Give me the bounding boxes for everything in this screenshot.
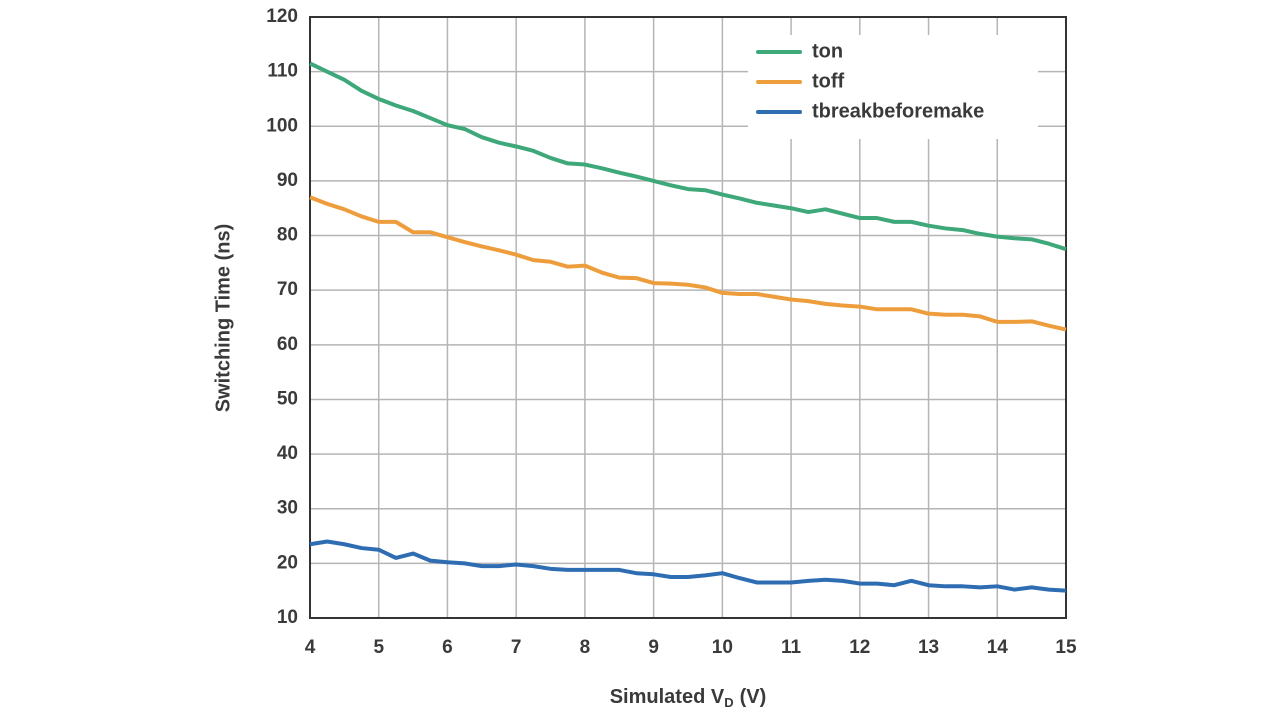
y-tick-label: 40 bbox=[277, 443, 298, 464]
y-axis-label: Switching Time (ns) bbox=[212, 224, 234, 413]
x-tick-label: 11 bbox=[781, 637, 802, 658]
x-tick-label: 9 bbox=[648, 637, 659, 658]
x-tick-label: 15 bbox=[1055, 637, 1077, 658]
x-axis-label: Simulated VD (V) bbox=[610, 686, 767, 710]
legend-label: toff bbox=[812, 70, 845, 92]
x-tick-label: 7 bbox=[511, 637, 522, 658]
x-label-text: Simulated V bbox=[610, 686, 725, 708]
y-tick-label: 100 bbox=[266, 115, 298, 136]
y-tick-label: 10 bbox=[277, 607, 298, 628]
x-tick-label: 14 bbox=[987, 637, 1009, 658]
x-label-suffix: (V) bbox=[740, 686, 767, 708]
legend-label: tbreakbeforemake bbox=[812, 100, 984, 122]
y-tick-label: 70 bbox=[277, 279, 298, 300]
x-tick-label: 12 bbox=[849, 637, 870, 658]
y-tick-label: 30 bbox=[277, 498, 298, 519]
y-tick-label: 50 bbox=[277, 388, 298, 409]
plot-frame bbox=[309, 16, 1067, 619]
series-line bbox=[309, 539, 1067, 593]
x-tick-label: 10 bbox=[712, 637, 733, 658]
x-label-subscript: D bbox=[724, 695, 733, 710]
x-tick-label: 6 bbox=[442, 637, 453, 658]
series-line bbox=[309, 195, 1067, 332]
x-tick-label: 13 bbox=[918, 637, 939, 658]
y-tick-label: 110 bbox=[267, 61, 298, 82]
y-tick-label: 60 bbox=[277, 334, 298, 355]
x-tick-label: 8 bbox=[580, 637, 591, 658]
legend: ton toff tbreakbeforemake bbox=[748, 35, 1038, 139]
y-tick-label: 90 bbox=[277, 170, 298, 191]
y-tick-label: 120 bbox=[266, 6, 298, 27]
legend-label: ton bbox=[812, 40, 843, 62]
x-tick-label: 4 bbox=[305, 637, 316, 658]
y-tick-label: 20 bbox=[277, 552, 298, 573]
y-tick-label: 80 bbox=[277, 225, 298, 246]
series-line bbox=[309, 61, 1067, 252]
x-tick-label: 5 bbox=[373, 637, 384, 658]
